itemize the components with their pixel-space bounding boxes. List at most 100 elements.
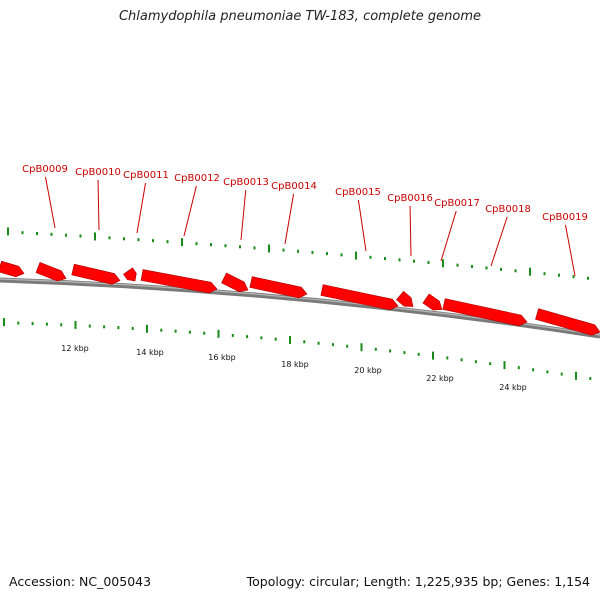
major-tick: [432, 351, 434, 360]
gene-leader-line: [357, 199, 367, 252]
lower-tick-track: [3, 318, 592, 381]
gene-leader-line: [45, 176, 56, 229]
map-title: Chlamydophila pneumoniae TW-183, complet…: [118, 9, 482, 24]
minor-tick: [79, 234, 82, 238]
minor-tick: [346, 344, 349, 348]
scale-label: 12 kbp: [61, 344, 89, 353]
major-tick: [146, 324, 148, 333]
gene-leader-line: [183, 185, 197, 237]
minor-tick: [326, 252, 328, 256]
gene-track: [0, 260, 600, 338]
gene-label[interactable]: CpB0011: [123, 170, 169, 181]
major-tick: [503, 361, 506, 370]
minor-tick: [188, 330, 191, 334]
minor-tick: [131, 326, 134, 330]
minor-tick: [471, 265, 473, 269]
minor-tick: [224, 244, 227, 248]
minor-tick: [413, 259, 415, 263]
gene-arrow[interactable]: [123, 267, 139, 284]
major-tick: [268, 244, 270, 253]
minor-tick: [88, 324, 91, 328]
gene-arrow[interactable]: [140, 269, 218, 295]
gene-arrow[interactable]: [221, 272, 251, 295]
minor-tick: [297, 249, 299, 253]
gene-arrow[interactable]: [71, 263, 122, 286]
minor-tick: [253, 246, 256, 250]
minor-tick: [331, 343, 334, 347]
gene-label[interactable]: CpB0013: [223, 177, 269, 188]
gene-label[interactable]: CpB0014: [271, 181, 317, 192]
minor-tick: [514, 269, 517, 273]
gene-arrow[interactable]: [535, 308, 600, 338]
minor-tick: [317, 341, 320, 345]
minor-tick: [572, 275, 575, 279]
minor-tick: [203, 331, 206, 335]
minor-tick: [517, 366, 520, 370]
minor-tick: [45, 322, 48, 326]
major-tick: [74, 320, 77, 329]
major-tick: [355, 251, 357, 260]
gene-arrow[interactable]: [249, 276, 308, 300]
minor-tick: [210, 243, 212, 247]
minor-tick: [403, 351, 406, 355]
minor-tick: [589, 377, 592, 381]
minor-tick: [311, 250, 314, 254]
minor-tick: [303, 340, 306, 344]
minor-tick: [137, 238, 140, 242]
minor-tick: [587, 276, 589, 280]
minor-tick: [239, 245, 241, 249]
minor-tick: [389, 349, 392, 353]
minor-tick: [369, 255, 372, 259]
minor-tick: [117, 326, 120, 330]
gene-leader-line: [565, 224, 576, 277]
scale-label: 14 kbp: [136, 348, 164, 357]
minor-tick: [166, 240, 169, 244]
scale-labels: 12 kbp 14 kbp 16 kbp 18 kbp 20 kbp 22 kbp 24 k…: [61, 344, 527, 392]
minor-tick: [274, 337, 277, 341]
gene-label[interactable]: CpB0012: [174, 173, 220, 184]
gene-label[interactable]: CpB0010: [75, 167, 121, 178]
major-tick: [181, 238, 183, 247]
minor-tick: [417, 352, 420, 356]
major-tick: [289, 335, 291, 344]
minor-tick: [246, 335, 249, 339]
minor-tick: [446, 356, 449, 360]
gene-label[interactable]: CpB0015: [335, 187, 381, 198]
gene-label[interactable]: CpB0016: [387, 193, 433, 204]
minor-tick: [558, 273, 560, 277]
gene-leader-line: [136, 182, 147, 234]
minor-tick: [546, 370, 549, 374]
gene-arrow[interactable]: [0, 260, 26, 279]
gene-leader-line: [409, 205, 412, 257]
major-tick: [94, 232, 96, 241]
minor-tick: [460, 358, 463, 362]
minor-tick: [560, 372, 563, 376]
minor-tick: [532, 368, 535, 372]
gene-label[interactable]: CpB0009: [22, 164, 68, 175]
minor-tick: [427, 260, 430, 264]
gene-arrow[interactable]: [396, 290, 416, 310]
gene-arrow[interactable]: [422, 293, 445, 314]
gene-labels: CpB0009 CpB0010 CpB0011 CpB0012 CpB0013 CpB00…: [22, 164, 588, 277]
minor-tick: [195, 242, 198, 246]
minor-tick: [485, 266, 488, 270]
upper-tick-track: [7, 227, 589, 280]
gene-label[interactable]: CpB0019: [542, 212, 588, 223]
minor-tick: [108, 236, 111, 240]
gene-leader-line: [284, 193, 295, 245]
minor-tick: [31, 322, 34, 326]
gene-arrow[interactable]: [320, 284, 399, 312]
gene-label[interactable]: CpB0018: [485, 204, 531, 215]
gene-label[interactable]: CpB0017: [434, 198, 480, 209]
major-tick: [529, 267, 531, 276]
minor-tick: [60, 323, 63, 327]
minor-tick: [123, 237, 125, 241]
scale-label: 18 kbp: [281, 360, 309, 369]
gene-arrow[interactable]: [442, 298, 528, 328]
minor-tick: [260, 336, 263, 340]
minor-tick: [17, 321, 20, 325]
major-tick: [3, 318, 5, 327]
gene-arrow[interactable]: [35, 261, 68, 283]
minor-tick: [398, 258, 401, 262]
